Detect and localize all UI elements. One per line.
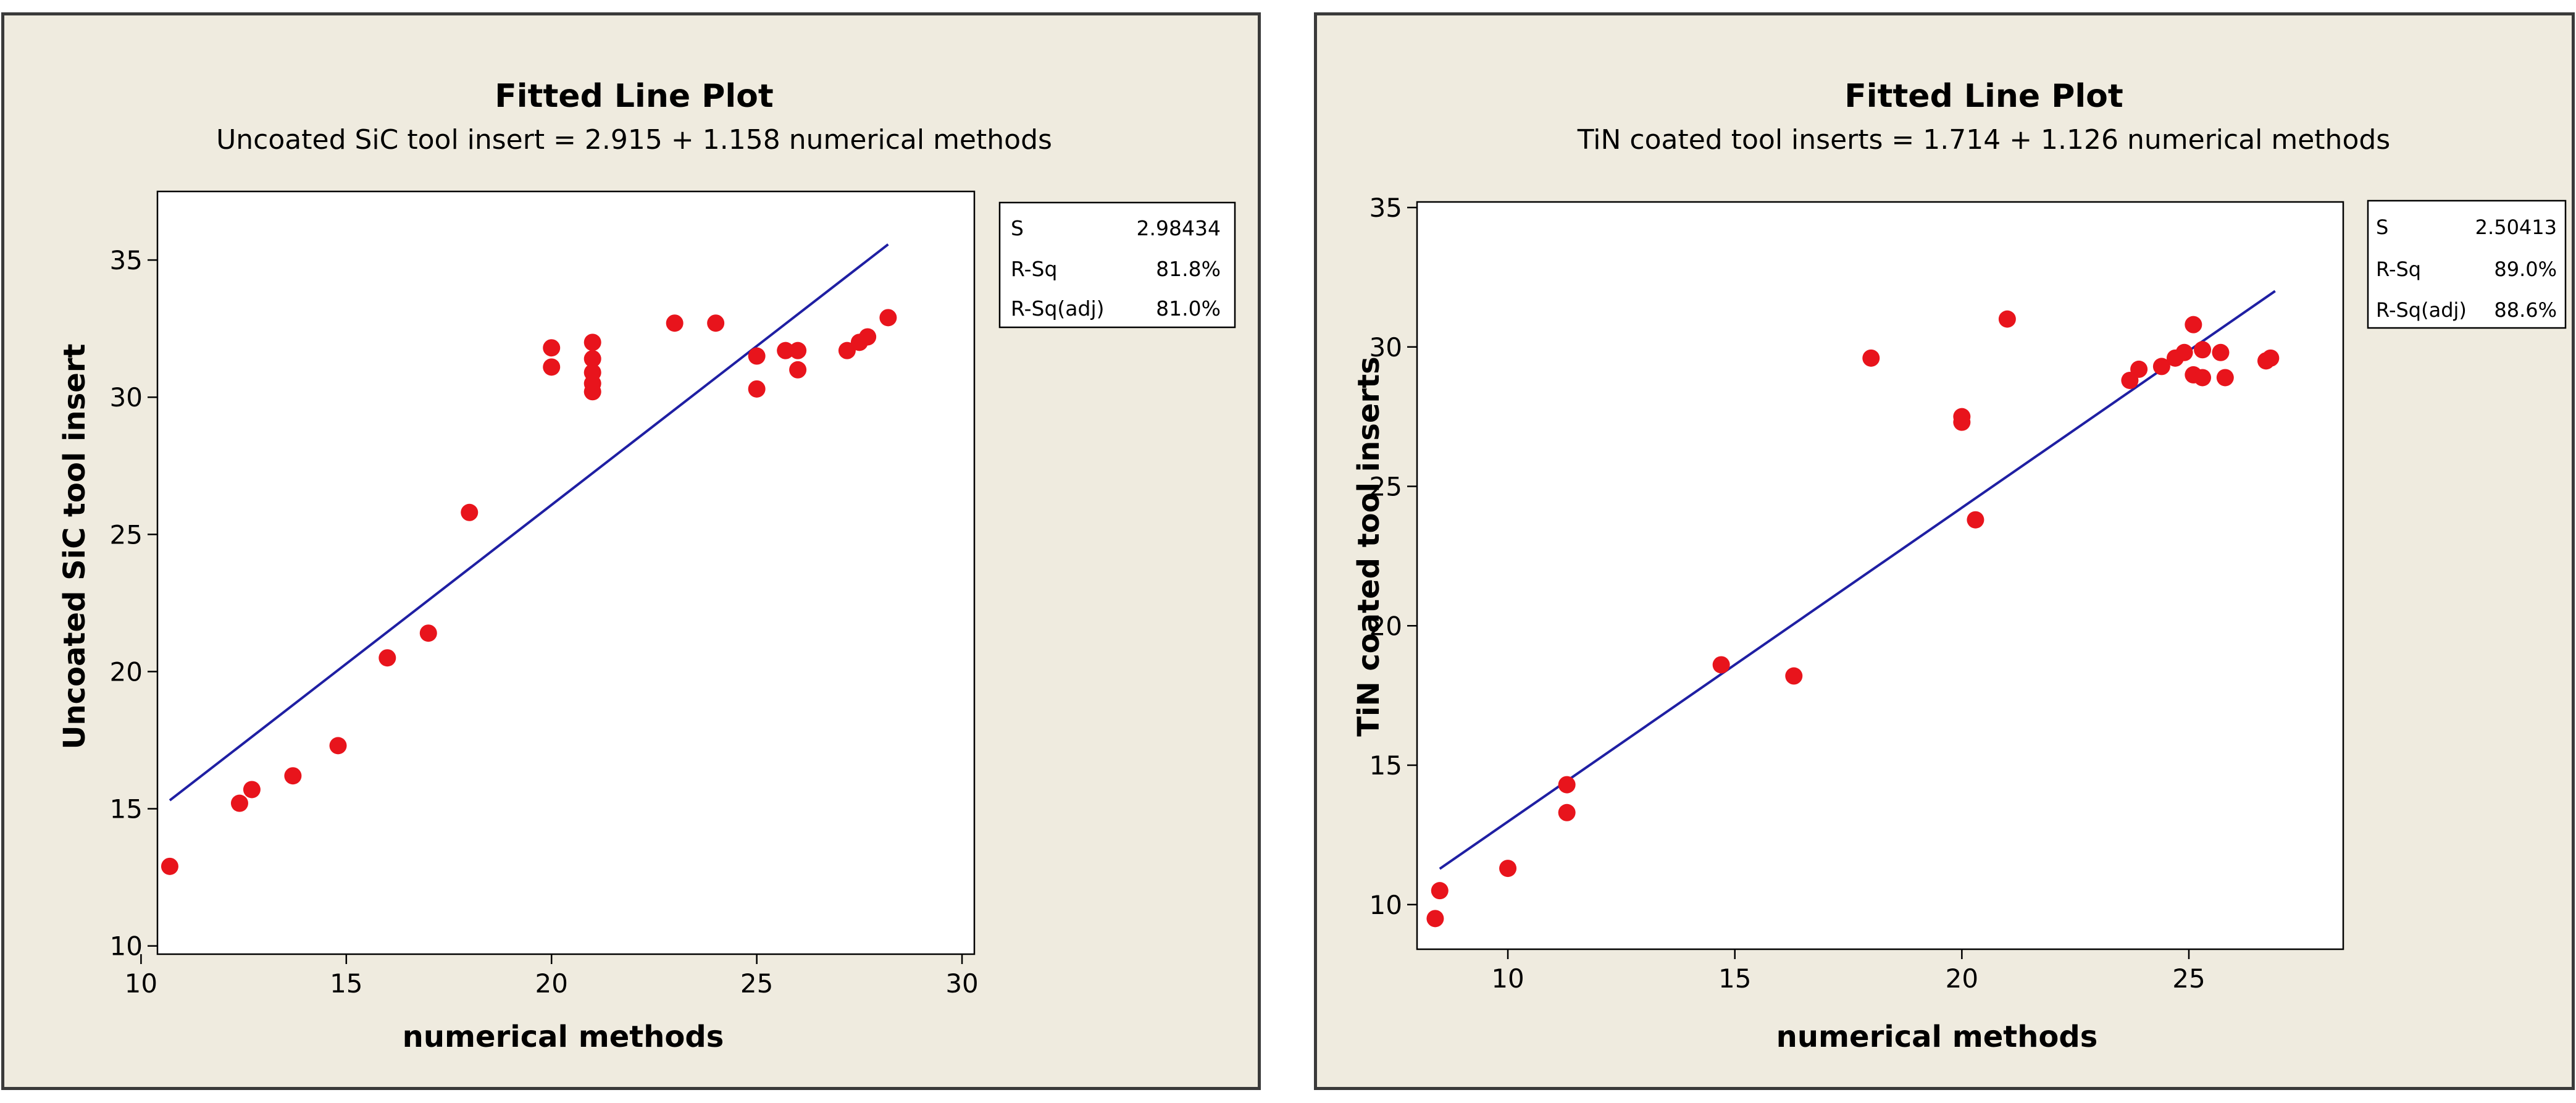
stat-value: 89.0% <box>2494 258 2557 281</box>
x-tick-label: 15 <box>330 968 362 999</box>
data-point <box>2262 349 2280 367</box>
data-point <box>2175 343 2193 361</box>
data-point <box>1558 803 1576 821</box>
data-point <box>543 339 561 357</box>
data-point <box>1998 310 2016 328</box>
data-point <box>1953 413 1971 431</box>
y-tick-label: 25 <box>110 519 143 550</box>
data-point <box>583 383 601 401</box>
stat-label: R-Sq <box>1011 257 1057 281</box>
plot-area <box>1416 201 2344 950</box>
chart-title: Fitted Line Plot <box>495 78 774 115</box>
data-point <box>789 342 807 359</box>
data-point <box>2152 358 2170 375</box>
y-tick-label: 30 <box>110 382 143 413</box>
stat-label: R-Sq <box>2376 258 2421 281</box>
chart-left-svg: Fitted Line Plot Uncoated SiC tool inser… <box>57 78 1236 1054</box>
y-axis-label: Uncoated SiC tool insert <box>57 344 92 750</box>
data-point <box>859 328 877 346</box>
x-tick-label: 15 <box>1718 963 1751 994</box>
stats-box: S 2.98434 R-Sq 81.8% R-Sq(adj) 81.0% <box>998 201 1236 329</box>
data-point <box>284 767 302 785</box>
y-tick-label: 20 <box>1370 611 1402 641</box>
data-point <box>1499 860 1517 878</box>
fitted-regression-line <box>169 243 889 802</box>
data-point <box>583 333 601 351</box>
plot-area <box>156 190 976 955</box>
data-point <box>879 309 897 327</box>
fitted-regression-line <box>1439 290 2276 870</box>
data-point <box>583 350 601 367</box>
chart-subtitle: TiN coated tool inserts = 1.714 + 1.126 … <box>1577 124 2390 156</box>
data-point <box>419 624 437 642</box>
data-point <box>161 857 178 875</box>
stat-value: 81.0% <box>1156 296 1221 321</box>
chart-panel-right: Fitted Line Plot TiN coated tool inserts… <box>1314 12 2575 1090</box>
data-point <box>2216 369 2234 387</box>
data-point <box>2212 343 2230 361</box>
chart-panel-left: Fitted Line Plot Uncoated SiC tool inser… <box>1 12 1261 1090</box>
data-point <box>1431 882 1449 900</box>
y-tick-label: 10 <box>110 931 143 962</box>
data-point <box>329 737 347 755</box>
data-point <box>1967 511 1984 529</box>
data-point <box>543 358 561 376</box>
y-tick-label: 15 <box>110 794 143 824</box>
y-tick-label: 10 <box>1370 890 1402 920</box>
y-tick-label: 35 <box>1370 193 1402 223</box>
stat-label: R-Sq(adj) <box>1011 296 1104 321</box>
x-tick-label: 20 <box>1946 963 1978 994</box>
chart-title: Fitted Line Plot <box>1844 78 2123 115</box>
y-axis-label: TiN coated tool inserts <box>1352 356 1386 736</box>
data-point <box>1862 349 1880 367</box>
data-point <box>378 649 396 667</box>
data-point <box>1712 656 1730 674</box>
data-point <box>1426 910 1444 928</box>
data-point <box>1558 776 1576 794</box>
data-point <box>230 794 248 812</box>
data-point <box>777 342 795 359</box>
stat-value: 88.6% <box>2494 298 2557 322</box>
y-tick-label: 35 <box>110 245 143 275</box>
data-point <box>461 503 479 521</box>
data-point <box>748 347 766 365</box>
y-tick-label: 30 <box>1370 332 1402 363</box>
y-tick-label: 25 <box>1370 472 1402 502</box>
data-point <box>2130 360 2148 378</box>
data-point <box>666 314 684 332</box>
stat-label: R-Sq(adj) <box>2376 298 2467 322</box>
chart-subtitle: Uncoated SiC tool insert = 2.915 + 1.158… <box>216 124 1052 156</box>
stats-box: S 2.50413 R-Sq 89.0% R-Sq(adj) 88.6% <box>2367 199 2567 329</box>
x-tick-label: 20 <box>535 968 568 999</box>
stat-value: 2.50413 <box>2475 216 2557 239</box>
y-tick-label: 15 <box>1370 750 1402 781</box>
data-point <box>707 314 725 332</box>
y-tick-label: 20 <box>110 656 143 687</box>
data-point <box>748 380 766 398</box>
stat-value: 81.8% <box>1156 257 1221 281</box>
data-point <box>838 342 856 359</box>
data-point <box>2194 369 2212 387</box>
stat-label: S <box>1011 216 1024 240</box>
x-tick-label: 30 <box>945 968 978 999</box>
stat-value: 2.98434 <box>1137 216 1221 240</box>
data-point <box>243 781 261 799</box>
x-tick-label: 10 <box>1491 963 1524 994</box>
data-point <box>2185 316 2202 333</box>
data-point <box>789 361 807 379</box>
x-axis-label: numerical methods <box>1776 1020 2098 1054</box>
data-point <box>2194 341 2212 359</box>
x-tick-label: 10 <box>125 968 157 999</box>
data-point <box>1785 667 1803 685</box>
stat-label: S <box>2376 216 2388 239</box>
chart-right-svg: Fitted Line Plot TiN coated tool inserts… <box>1352 78 2567 1054</box>
x-tick-label: 25 <box>740 968 773 999</box>
x-axis-label: numerical methods <box>403 1020 724 1054</box>
x-tick-label: 25 <box>2172 963 2205 994</box>
